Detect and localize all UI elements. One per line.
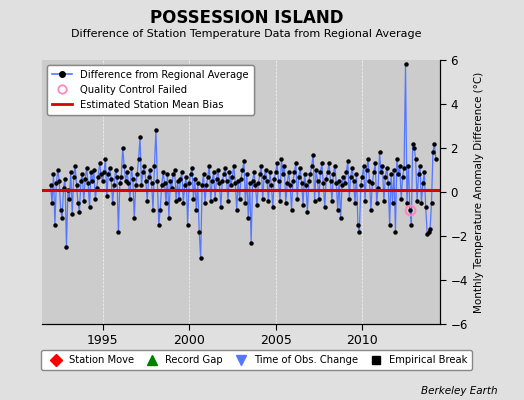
Legend: Station Move, Record Gap, Time of Obs. Change, Empirical Break: Station Move, Record Gap, Time of Obs. C… xyxy=(41,350,472,370)
Text: Difference of Station Temperature Data from Regional Average: Difference of Station Temperature Data f… xyxy=(71,29,421,39)
Text: Berkeley Earth: Berkeley Earth xyxy=(421,386,498,396)
Legend: Difference from Regional Average, Quality Control Failed, Estimated Station Mean: Difference from Regional Average, Qualit… xyxy=(47,65,254,115)
Text: POSSESSION ISLAND: POSSESSION ISLAND xyxy=(149,9,343,27)
Y-axis label: Monthly Temperature Anomaly Difference (°C): Monthly Temperature Anomaly Difference (… xyxy=(474,71,484,313)
